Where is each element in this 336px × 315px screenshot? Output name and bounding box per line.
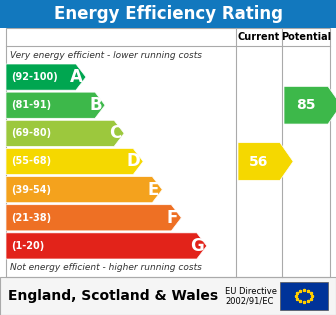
Text: 56: 56 bbox=[249, 154, 269, 169]
Bar bbox=[6, 28, 330, 277]
Text: (1-20): (1-20) bbox=[11, 241, 44, 251]
Polygon shape bbox=[6, 205, 181, 231]
Text: F: F bbox=[167, 209, 178, 227]
Text: B: B bbox=[89, 96, 102, 114]
Polygon shape bbox=[6, 148, 143, 175]
Text: (39-54): (39-54) bbox=[11, 185, 51, 195]
Text: Very energy efficient - lower running costs: Very energy efficient - lower running co… bbox=[10, 51, 202, 60]
Text: (21-38): (21-38) bbox=[11, 213, 51, 223]
Polygon shape bbox=[6, 64, 86, 90]
Bar bbox=[0, 277, 336, 315]
Bar bbox=[0, 0, 336, 28]
Text: Potential: Potential bbox=[281, 32, 331, 42]
Text: Not energy efficient - higher running costs: Not energy efficient - higher running co… bbox=[10, 262, 202, 272]
Text: (69-80): (69-80) bbox=[11, 128, 51, 138]
Text: Energy Efficiency Rating: Energy Efficiency Rating bbox=[53, 5, 283, 23]
Bar bbox=[280, 282, 328, 310]
Polygon shape bbox=[6, 177, 162, 203]
Text: 85: 85 bbox=[296, 98, 316, 112]
Polygon shape bbox=[284, 86, 336, 124]
Text: G: G bbox=[190, 237, 204, 255]
Text: EU Directive: EU Directive bbox=[225, 287, 277, 295]
Polygon shape bbox=[238, 143, 293, 180]
Text: (55-68): (55-68) bbox=[11, 157, 51, 167]
Text: C: C bbox=[109, 124, 121, 142]
Text: A: A bbox=[70, 68, 83, 86]
Text: (81-91): (81-91) bbox=[11, 100, 51, 110]
Polygon shape bbox=[6, 120, 124, 146]
Text: E: E bbox=[148, 180, 159, 199]
Text: 2002/91/EC: 2002/91/EC bbox=[225, 296, 274, 306]
Text: England, Scotland & Wales: England, Scotland & Wales bbox=[8, 289, 218, 303]
Text: D: D bbox=[126, 152, 140, 170]
Polygon shape bbox=[6, 233, 207, 259]
Text: (92-100): (92-100) bbox=[11, 72, 58, 82]
Polygon shape bbox=[6, 92, 105, 118]
Text: Current: Current bbox=[238, 32, 280, 42]
